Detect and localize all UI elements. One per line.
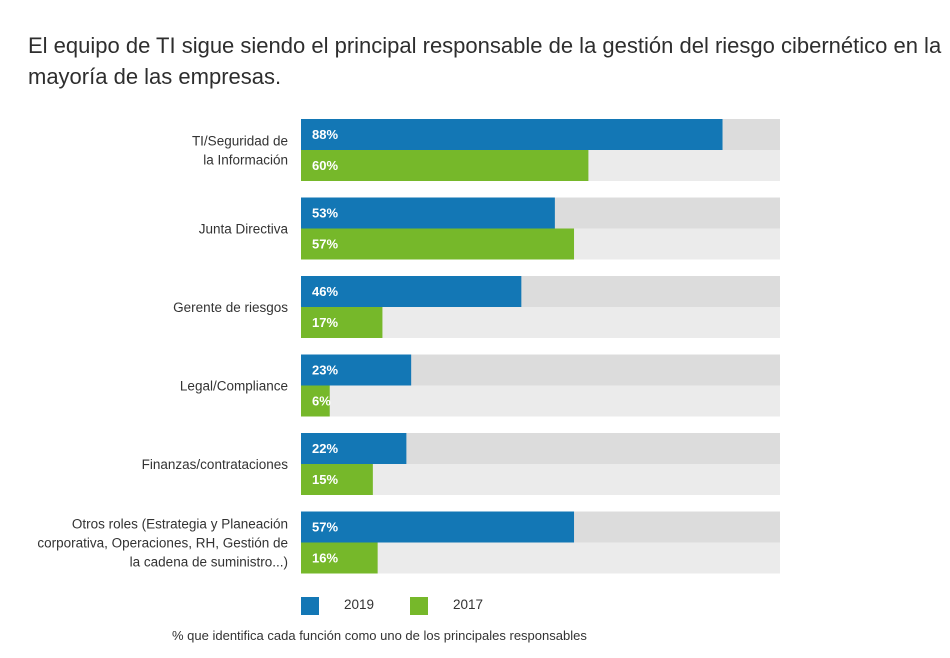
bar-2017 bbox=[301, 150, 589, 181]
bar-2017 bbox=[301, 542, 378, 574]
bar-value-label: 53% bbox=[312, 206, 338, 221]
bar-track bbox=[301, 385, 780, 417]
bar-value-label: 60% bbox=[312, 158, 338, 173]
bar-2017 bbox=[301, 385, 330, 417]
category-label: Gerente de riesgos bbox=[173, 300, 288, 315]
category-group: TI/Seguridad de la Información 88% 60% bbox=[192, 119, 780, 181]
bar-value-label: 16% bbox=[312, 551, 338, 566]
bar-2019 bbox=[301, 276, 522, 307]
category-group: Otros roles (Estrategia y Planeación corp… bbox=[37, 511, 780, 574]
bar-value-label: 17% bbox=[312, 315, 338, 330]
category-label: TI/Seguridad de bbox=[192, 134, 288, 149]
bar-2017 bbox=[301, 464, 373, 495]
bar-2019 bbox=[301, 197, 555, 229]
legend-swatch-2017 bbox=[410, 597, 428, 615]
bar-value-label: 6% bbox=[312, 394, 331, 409]
chart-footnote: % que identifica cada función como uno d… bbox=[172, 628, 587, 643]
bar-value-label: 88% bbox=[312, 127, 338, 142]
category-label: la cadena de suministro...) bbox=[130, 555, 288, 570]
bar-value-label: 46% bbox=[312, 284, 338, 299]
bar-track bbox=[301, 542, 780, 574]
bar-value-label: 57% bbox=[312, 237, 338, 252]
legend-label-2019: 2019 bbox=[344, 597, 374, 612]
category-group: Finanzas/contrataciones 22% 15% bbox=[142, 433, 780, 495]
bar-track bbox=[301, 464, 780, 495]
bar-2017 bbox=[301, 228, 575, 260]
bar-2019 bbox=[301, 511, 575, 543]
legend: 2019 2017 bbox=[301, 597, 483, 615]
bar-2017 bbox=[301, 307, 383, 338]
bar-value-label: 15% bbox=[312, 472, 338, 487]
bar-2019 bbox=[301, 119, 723, 150]
category-label: corporativa, Operaciones, RH, Gestión de bbox=[37, 536, 288, 551]
bar-2019 bbox=[301, 354, 412, 386]
chart-title: El equipo de TI sigue siendo el principa… bbox=[28, 33, 942, 89]
bar-value-label: 23% bbox=[312, 363, 338, 378]
bar-value-label: 57% bbox=[312, 520, 338, 535]
bar-2019 bbox=[301, 433, 407, 464]
category-label: Legal/Compliance bbox=[180, 379, 288, 394]
category-label: Otros roles (Estrategia y Planeación bbox=[72, 517, 288, 532]
legend-label-2017: 2017 bbox=[453, 597, 483, 612]
category-group: Gerente de riesgos 46% 17% bbox=[173, 276, 780, 338]
category-group: Junta Directiva 53% 57% bbox=[199, 197, 780, 260]
legend-swatch-2019 bbox=[301, 597, 319, 615]
category-label: la Información bbox=[203, 153, 288, 168]
category-group: Legal/Compliance 23% 6% bbox=[180, 354, 780, 417]
category-label: Junta Directiva bbox=[199, 222, 289, 237]
bar-value-label: 22% bbox=[312, 441, 338, 456]
category-label: Finanzas/contrataciones bbox=[142, 457, 289, 472]
